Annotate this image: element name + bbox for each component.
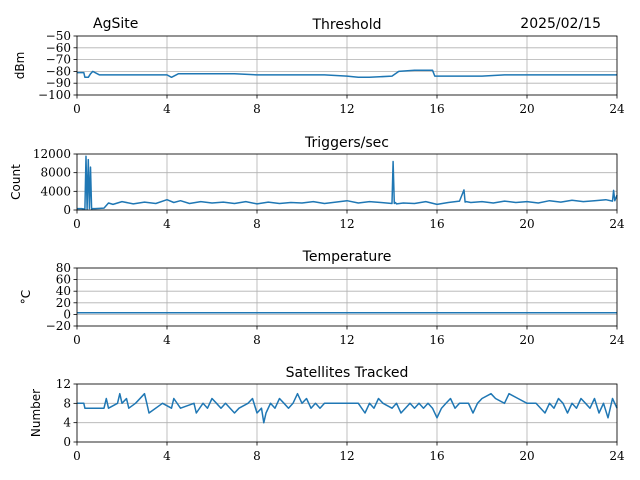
y-tick-label: −100 [38, 88, 71, 102]
panel-3: 0 4 8 12 16 20 24 0 4 8 12 Satellites Tracked Number [29, 365, 625, 463]
site-label: AgSite [93, 16, 138, 32]
y-tick-label: −80 [46, 64, 71, 78]
x-tick-label: 4 [163, 217, 171, 231]
y-tick-label: −60 [46, 41, 71, 55]
x-tick-label: 12 [339, 449, 354, 463]
y-tick-label: −70 [46, 53, 71, 67]
x-tick-label: 0 [73, 217, 81, 231]
y-axis-label: Count [9, 164, 23, 200]
y-tick-label: 4000 [40, 184, 71, 198]
x-tick-label: 20 [519, 217, 534, 231]
x-tick-label: 24 [609, 449, 625, 463]
y-tick-label: 12000 [33, 147, 71, 161]
y-axis-label: dBm [13, 52, 27, 80]
y-tick-label: 80 [56, 261, 71, 275]
x-tick-label: 24 [609, 217, 625, 231]
y-tick-label: 4 [63, 416, 71, 430]
panel-title: Temperature [302, 249, 392, 265]
x-tick-label: 12 [339, 333, 354, 347]
panel-0: 0 4 8 12 16 20 24 −100−90−80−70−60−50 Threshold d… [13, 17, 625, 116]
x-tick-label: 4 [163, 102, 171, 116]
y-tick-label: −20 [46, 319, 71, 333]
y-tick-label: −50 [46, 29, 71, 43]
panel-title: Threshold [312, 17, 382, 33]
x-tick-label: 12 [339, 102, 354, 116]
y-axis-label: Number [29, 389, 43, 437]
series-line [77, 69, 617, 79]
x-tick-label: 16 [429, 449, 444, 463]
x-tick-label: 0 [73, 102, 81, 116]
y-tick-label: −90 [46, 76, 71, 90]
x-tick-label: 12 [339, 217, 354, 231]
y-tick-label: 60 [56, 273, 71, 287]
y-tick-label: 8 [63, 396, 71, 410]
x-tick-label: 8 [253, 102, 261, 116]
date-label: 2025/02/15 [520, 16, 601, 32]
y-axis-label: °C [19, 290, 33, 304]
chart-panels: 0 4 8 12 16 20 24 −100−90−80−70−60−50 Threshold d… [9, 17, 625, 463]
x-tick-label: 4 [163, 333, 171, 347]
x-tick-label: 4 [163, 449, 171, 463]
x-tick-label: 20 [519, 102, 534, 116]
y-tick-label: 40 [56, 284, 71, 298]
x-tick-label: 20 [519, 333, 534, 347]
y-tick-label: 0 [63, 435, 71, 449]
y-tick-label: 0 [63, 203, 71, 217]
x-tick-label: 8 [253, 333, 261, 347]
y-tick-label: 0 [63, 307, 71, 321]
x-tick-label: 16 [429, 102, 444, 116]
x-tick-label: 24 [609, 333, 625, 347]
panel-title: Satellites Tracked [286, 365, 409, 381]
series-line [77, 155, 618, 210]
y-tick-label: 12 [56, 377, 71, 391]
x-tick-label: 0 [73, 449, 81, 463]
y-tick-label: 8000 [40, 166, 71, 180]
x-tick-label: 8 [253, 449, 261, 463]
x-tick-label: 16 [429, 333, 444, 347]
x-tick-label: 0 [73, 333, 81, 347]
x-tick-label: 20 [519, 449, 534, 463]
panel-1: 0 4 8 12 16 20 24 0 4000 8000 12000 Triggers/sec Cou… [9, 135, 625, 231]
x-tick-label: 24 [609, 102, 625, 116]
x-tick-label: 16 [429, 217, 444, 231]
y-tick-label: 20 [56, 296, 71, 310]
series-line [77, 392, 618, 424]
panel-title: Triggers/sec [304, 135, 389, 151]
x-tick-label: 8 [253, 217, 261, 231]
